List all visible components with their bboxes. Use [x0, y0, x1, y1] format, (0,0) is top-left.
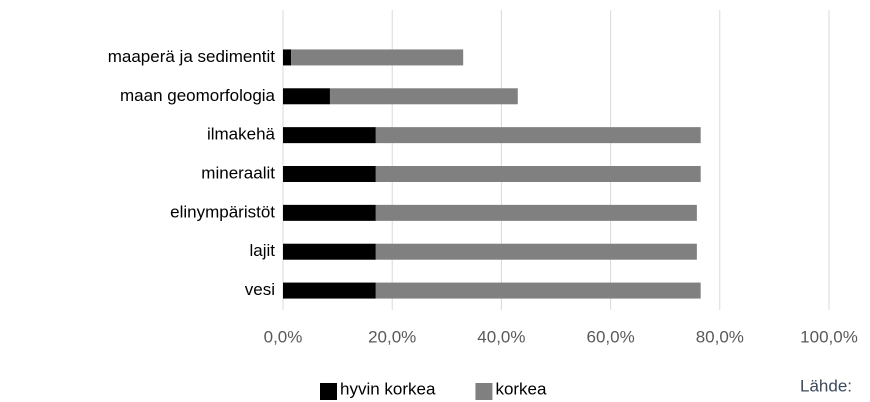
legend-label: korkea: [495, 379, 547, 398]
y-tick-label: vesi: [245, 280, 275, 299]
bar: [283, 49, 292, 66]
bar: [375, 204, 697, 221]
x-tick-label: 20,0%: [368, 327, 416, 346]
y-tick-label: maan geomorfologia: [120, 86, 276, 105]
bar: [375, 127, 701, 144]
bar: [291, 49, 464, 66]
bar: [283, 204, 376, 221]
bar: [375, 282, 701, 299]
bar: [283, 166, 376, 182]
x-tick-label: 100,0%: [800, 327, 858, 346]
bar: [283, 88, 330, 105]
bar: [283, 243, 376, 260]
bar: [375, 243, 697, 260]
source-note: Lähde:: [800, 376, 852, 395]
bar: [329, 88, 518, 105]
y-tick-label: lajit: [249, 241, 275, 260]
bar: [283, 127, 376, 144]
bar: [283, 282, 376, 299]
x-tick-label: 40,0%: [477, 327, 525, 346]
y-tick-label: mineraalit: [201, 163, 275, 182]
x-tick-label: 0,0%: [264, 327, 303, 346]
x-tick-label: 60,0%: [586, 327, 634, 346]
y-tick-label: ilmakehä: [207, 125, 276, 144]
y-tick-label: maaperä ja sedimentit: [108, 47, 276, 66]
legend-swatch: [320, 383, 337, 400]
y-tick-label: elinympäristöt: [170, 202, 275, 221]
bar: [375, 166, 701, 182]
legend-label: hyvin korkea: [340, 379, 436, 398]
x-tick-label: 80,0%: [696, 327, 744, 346]
legend-swatch: [475, 383, 493, 400]
